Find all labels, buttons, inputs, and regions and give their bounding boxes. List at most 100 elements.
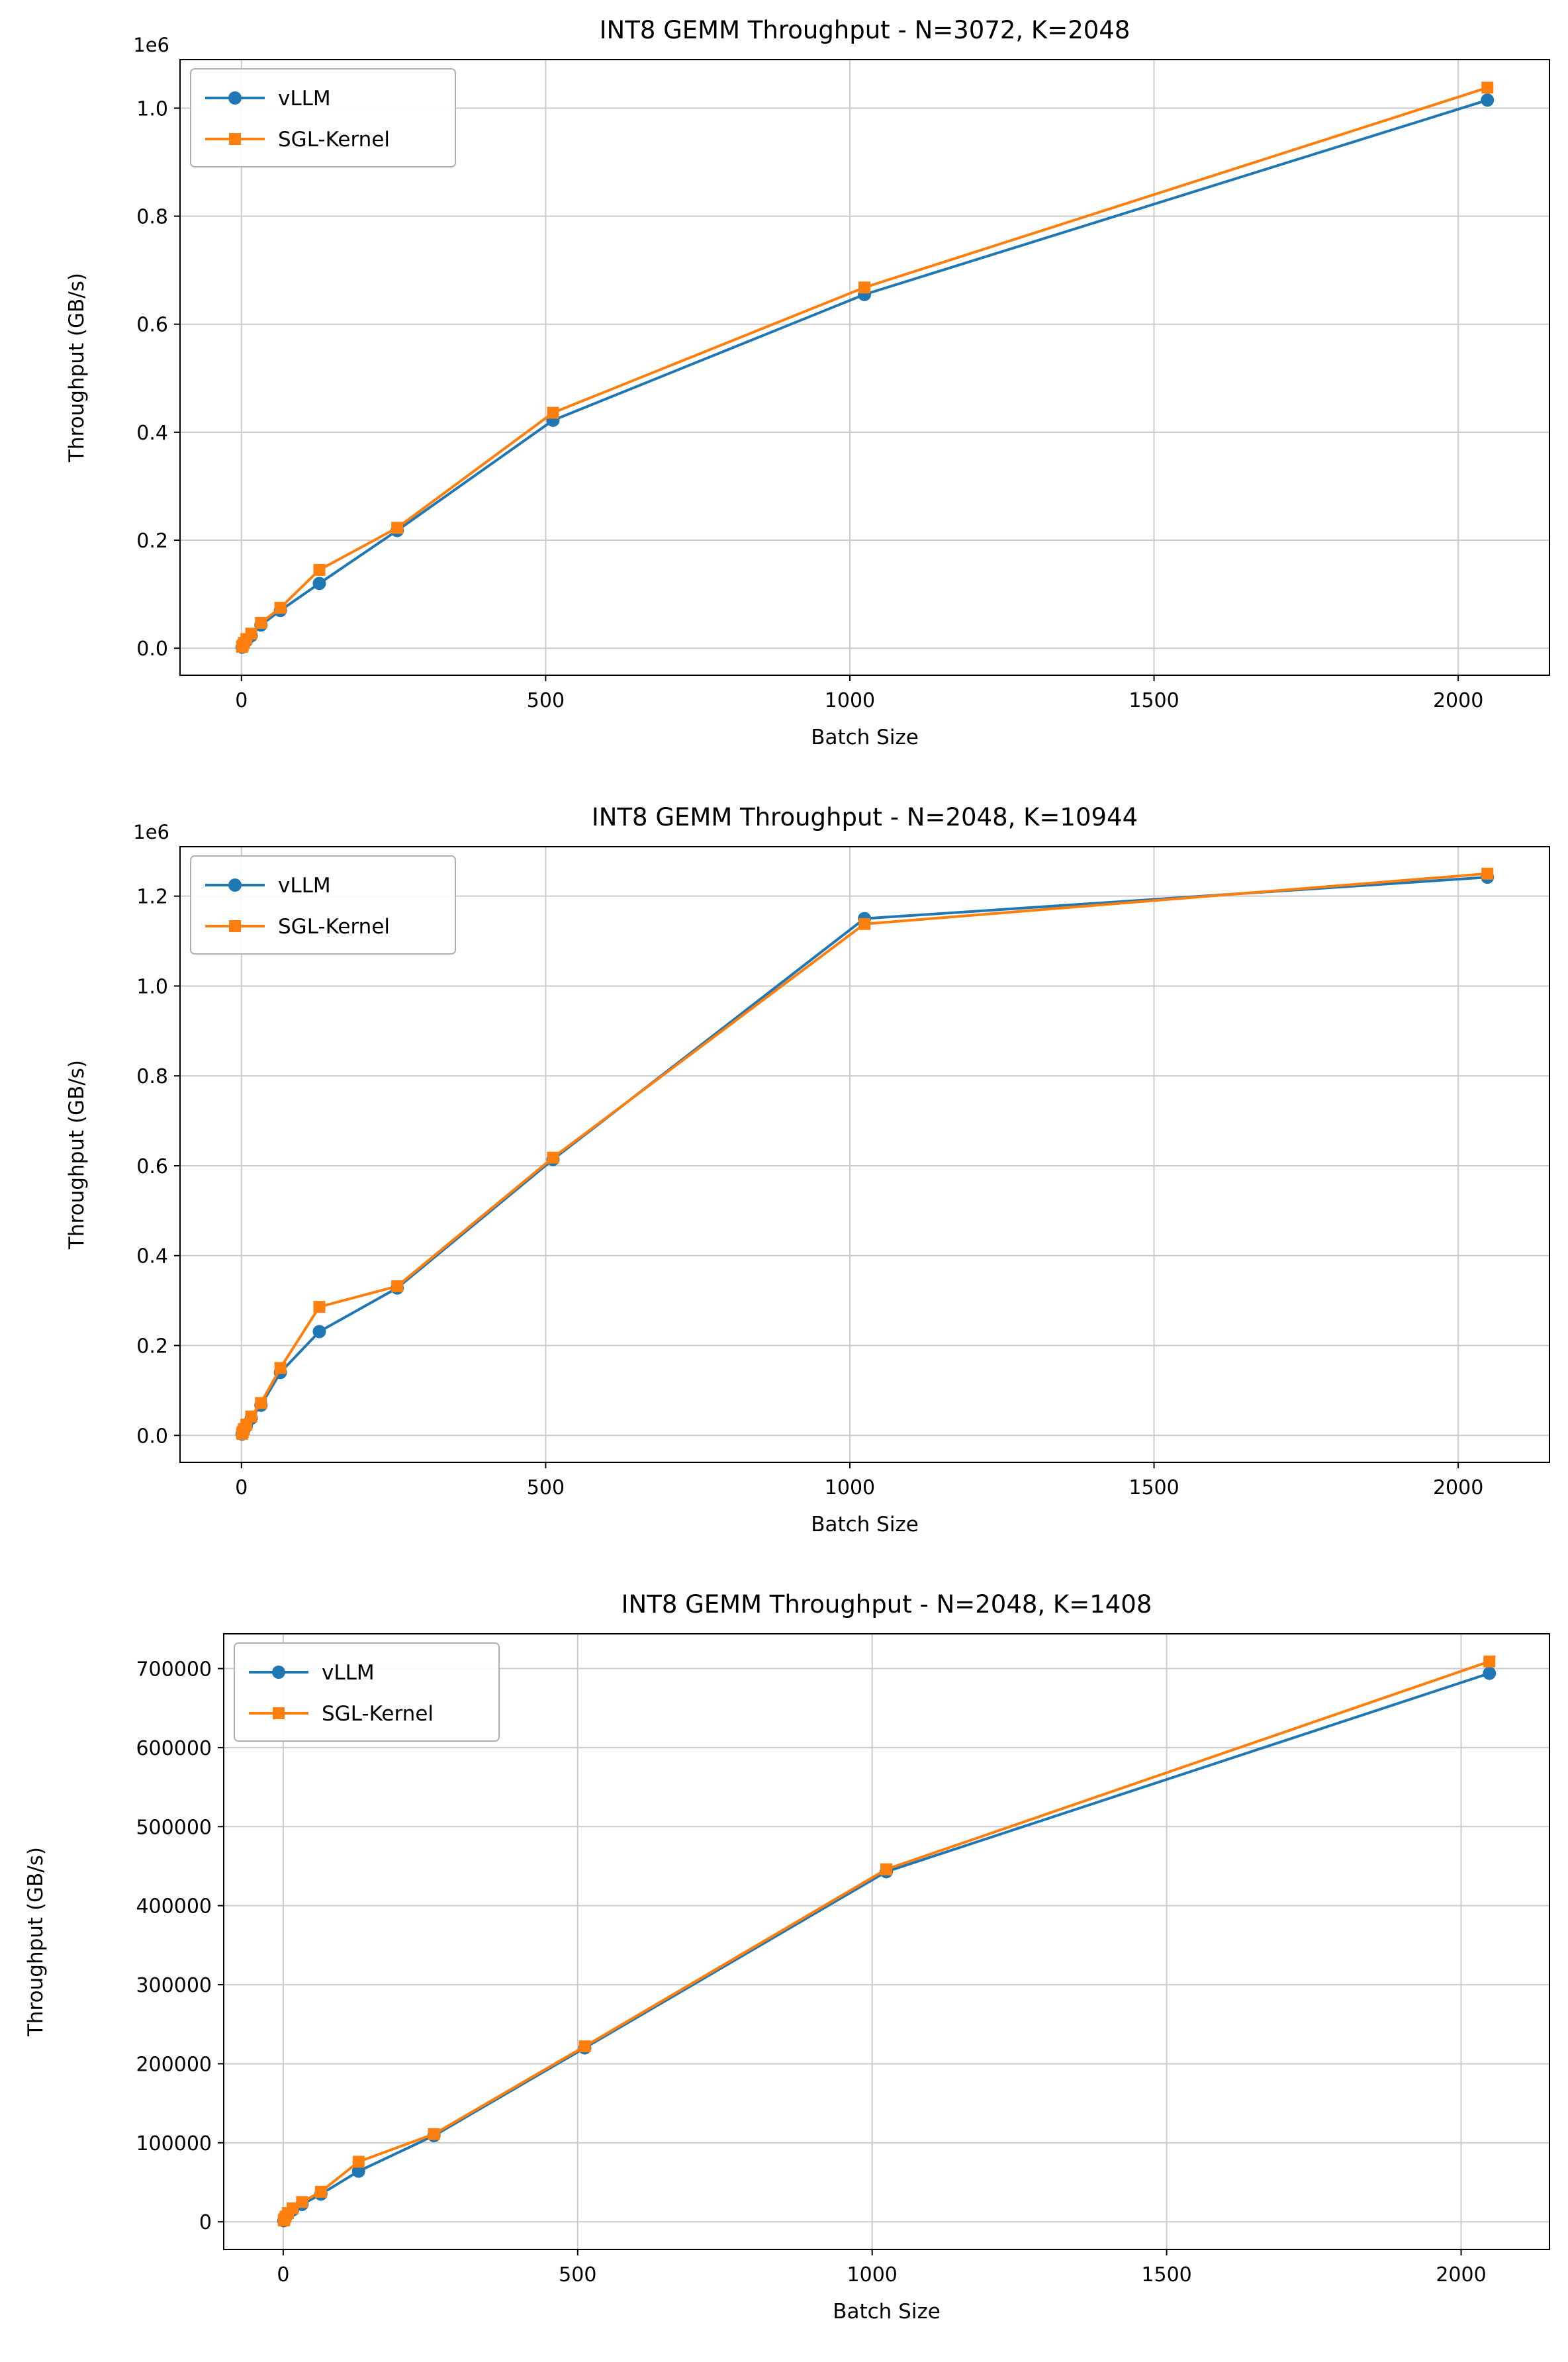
x-tick-label: 2000 (1436, 2263, 1486, 2287)
x-tick-label: 0 (235, 689, 248, 712)
data-point-marker (578, 2040, 591, 2053)
data-point-marker (1481, 867, 1494, 880)
x-tick-label: 1000 (825, 1476, 875, 1499)
plot-border (179, 846, 1550, 1463)
y-axis-offset-text: 1e6 (133, 34, 169, 56)
legend-box (234, 1642, 500, 1742)
x-tick-label: 2000 (1433, 689, 1483, 712)
y-tick-label: 600000 (136, 1737, 212, 1760)
legend: vLLM SGL-Kernel (190, 68, 456, 167)
series-sgl-kernel (236, 867, 1494, 1440)
data-point-marker (391, 522, 404, 534)
data-point-marker (287, 2202, 299, 2214)
legend-circle-marker-icon (228, 878, 242, 892)
y-tick-label: 0.6 (136, 1155, 168, 1178)
data-point-marker (274, 1362, 287, 1374)
data-point-marker (255, 1397, 267, 1409)
y-tick-label: 100000 (136, 2132, 212, 2155)
legend: vLLM SGL-Kernel (234, 1642, 500, 1742)
x-tick-label: 0 (235, 1476, 248, 1499)
plot-area: 0 500 1000 1500 2000 0.0 0.2 0.4 0.6 0.8 1.0 1.2 vLL… (136, 846, 1550, 1499)
y-tick-label: 500000 (136, 1816, 212, 1839)
legend-square-marker-icon (273, 1707, 285, 1719)
data-point-marker (1483, 1655, 1496, 1668)
x-axis-label: Batch Size (811, 1513, 919, 1536)
y-tick-label: 700000 (136, 1658, 212, 1681)
x-tick-label: 1500 (1129, 689, 1179, 712)
axis-ticks: 0 500 1000 1500 2000 0 100000 200000 300000 40000… (136, 1658, 1486, 2287)
y-tick-label: 1.0 (136, 97, 168, 120)
data-point-marker (428, 2128, 440, 2140)
x-tick-label: 0 (277, 2263, 289, 2287)
chart-title: INT8 GEMM Throughput - N=2048, K=1408 (622, 1590, 1152, 1619)
data-point-marker (245, 628, 257, 640)
series-sgl-kernel (236, 81, 1494, 653)
plot-area: 0 500 1000 1500 2000 0.0 0.2 0.4 0.6 0.8 1.0 vLLM SG… (136, 59, 1550, 712)
data-point-marker (1481, 93, 1495, 107)
y-tick-label: 400000 (136, 1895, 212, 1918)
data-point-marker (255, 616, 267, 629)
x-tick-label: 1500 (1129, 1476, 1179, 1499)
x-tick-label: 1000 (825, 689, 875, 712)
legend: vLLM SGL-Kernel (190, 855, 456, 955)
data-point-marker (391, 1280, 404, 1292)
plot-border (223, 1633, 1550, 2250)
series-sgl-kernel (277, 1655, 1496, 2227)
grid-lines (180, 847, 1549, 1462)
series-line (240, 99, 1489, 649)
chart-title: INT8 GEMM Throughput - N=2048, K=10944 (592, 803, 1138, 831)
data-point-marker (296, 2196, 308, 2208)
legend-square-marker-icon (229, 920, 241, 932)
legend-label: vLLM (278, 87, 331, 111)
y-axis-label: Throughput (GB/s) (65, 1060, 89, 1250)
legend-label: SGL-Kernel (322, 1702, 434, 1726)
series-vllm (235, 93, 1495, 654)
data-point-marker (351, 2164, 365, 2178)
y-tick-label: 0 (199, 2211, 212, 2234)
chart-panel-middle: 0 500 1000 1500 2000 0.0 0.2 0.4 0.6 0.8 1.0 1.2 vLL… (65, 803, 1550, 1536)
y-axis-label: Throughput (GB/s) (24, 1847, 48, 2037)
data-point-marker (547, 1151, 559, 1164)
series-line (240, 872, 1489, 1435)
data-point-marker (1481, 81, 1494, 94)
data-point-marker (352, 2155, 365, 2168)
series-line (240, 876, 1489, 1436)
x-tick-label: 500 (559, 2263, 596, 2287)
y-tick-label: 0.8 (136, 206, 168, 229)
legend-label: SGL-Kernel (278, 915, 390, 939)
data-point-marker (274, 602, 287, 614)
axis-ticks: 0 500 1000 1500 2000 0.0 0.2 0.4 0.6 0.8 1.0 (136, 97, 1483, 712)
data-point-marker (858, 918, 871, 930)
x-tick-label: 2000 (1433, 1476, 1483, 1499)
y-tick-label: 200000 (136, 2053, 212, 2076)
y-tick-label: 0.4 (136, 1245, 168, 1268)
chart-panel-top: 0 500 1000 1500 2000 0.0 0.2 0.4 0.6 0.8 1.0 vLLM SG… (65, 16, 1550, 749)
plot-border (179, 59, 1550, 676)
data-point-marker (1483, 1666, 1497, 1680)
legend-circle-marker-icon (228, 91, 242, 105)
data-point-marker (547, 406, 559, 419)
chart-panel-bottom: 0 500 1000 1500 2000 0 100000 200000 300000 40000… (24, 1590, 1550, 2324)
y-tick-label: 0.2 (136, 1335, 168, 1358)
y-tick-label: 0.8 (136, 1065, 168, 1088)
x-tick-label: 1000 (847, 2263, 898, 2287)
x-axis-label: Batch Size (811, 726, 919, 749)
y-tick-label: 0.2 (136, 530, 168, 553)
legend-box (190, 855, 456, 955)
x-tick-label: 500 (527, 1476, 565, 1499)
y-tick-label: 300000 (136, 1974, 212, 1997)
legend-circle-marker-icon (272, 1666, 285, 1679)
legend-label: vLLM (278, 874, 331, 898)
data-point-marker (313, 563, 326, 576)
legend-box (190, 68, 456, 167)
x-tick-label: 1500 (1141, 2263, 1191, 2287)
data-point-marker (858, 281, 871, 294)
y-tick-label: 0.0 (136, 1425, 168, 1448)
plot-area: 0 500 1000 1500 2000 0 100000 200000 300000 40000… (136, 1633, 1550, 2287)
y-tick-label: 1.0 (136, 975, 168, 998)
x-axis-label: Batch Size (833, 2300, 941, 2324)
y-tick-label: 0.4 (136, 422, 168, 445)
legend-square-marker-icon (229, 133, 241, 145)
series-vllm (235, 871, 1495, 1441)
